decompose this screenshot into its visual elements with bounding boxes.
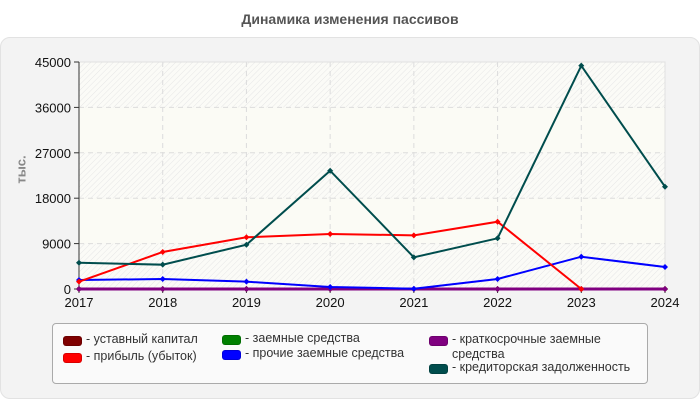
y-tick-label: 27000 (35, 146, 71, 161)
legend-label: - прибыль (убыток) (86, 349, 197, 363)
y-tick-label: 18000 (35, 191, 71, 206)
legend-label: - кредиторская задолженность (452, 360, 631, 374)
data-point-marker (159, 286, 166, 292)
data-point-marker (76, 259, 82, 266)
data-point-marker (662, 264, 668, 271)
data-point-marker (494, 218, 501, 225)
legend-item[interactable]: - уставный капитал (63, 332, 198, 347)
x-tick-label: 2020 (316, 295, 345, 310)
legend-swatch (63, 336, 82, 346)
data-point-marker (159, 261, 166, 268)
x-tick-label: 2017 (65, 295, 94, 310)
data-point-marker (327, 167, 334, 174)
y-tick-label: 0 (64, 282, 71, 297)
data-point-marker (410, 232, 417, 239)
data-point-marker (243, 241, 250, 248)
data-point-marker (243, 278, 250, 285)
legend-item[interactable]: - краткосрочные заемные средства (429, 332, 639, 362)
data-point-marker (578, 62, 585, 69)
data-point-marker (243, 286, 250, 292)
legend-item[interactable]: - заемные средства (222, 331, 360, 346)
data-point-marker (578, 286, 585, 292)
data-point-marker (76, 278, 82, 285)
legend-label: - уставный капитал (86, 332, 198, 346)
legend-label: - краткосрочные заемные средства (452, 332, 601, 361)
legend-swatch (429, 336, 448, 346)
data-point-marker (327, 283, 334, 290)
legend-label: - прочие заемные средства (245, 346, 405, 360)
legend-label: - заемные средства (245, 331, 360, 345)
data-point-marker (494, 235, 501, 242)
data-point-marker (159, 248, 166, 255)
legend-item[interactable]: - прочие заемные средства (222, 346, 404, 361)
x-tick-label: 2022 (483, 295, 512, 310)
legend-swatch (429, 364, 448, 374)
series-line (78, 255, 666, 290)
x-tick-label: 2024 (651, 295, 680, 310)
legend-item[interactable]: - прибыль (убыток) (63, 349, 197, 364)
x-tick-label: 2019 (232, 295, 261, 310)
data-point-marker (494, 286, 501, 292)
data-point-marker (662, 286, 668, 292)
x-tick-label: 2021 (399, 295, 428, 310)
y-tick-label: 9000 (42, 237, 71, 252)
legend: - уставный капитал - прибыль (убыток) - … (52, 323, 648, 384)
y-tick-label: 36000 (35, 100, 71, 115)
data-point-marker (662, 183, 668, 190)
chart-title: Динамика изменения пассивов (241, 11, 459, 27)
data-point-marker (410, 254, 417, 261)
x-tick-label: 2023 (567, 295, 596, 310)
series-line (78, 63, 666, 266)
data-point-marker (578, 253, 585, 260)
x-tick-label: 2018 (148, 295, 177, 310)
data-point-marker (410, 285, 417, 292)
data-point-marker (243, 234, 250, 241)
legend-swatch (63, 353, 82, 363)
y-tick-label: 45000 (35, 55, 71, 70)
data-point-marker (76, 286, 82, 292)
legend-item[interactable]: - кредиторская задолженность (429, 360, 630, 375)
data-point-marker (494, 276, 501, 283)
legend-swatch (222, 335, 241, 345)
y-axis-label: тыс. (13, 155, 29, 184)
data-point-marker (159, 276, 166, 283)
data-point-marker (327, 231, 334, 238)
legend-swatch (222, 350, 241, 360)
